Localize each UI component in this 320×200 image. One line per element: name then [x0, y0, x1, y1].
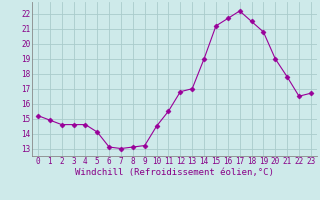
X-axis label: Windchill (Refroidissement éolien,°C): Windchill (Refroidissement éolien,°C): [75, 168, 274, 177]
